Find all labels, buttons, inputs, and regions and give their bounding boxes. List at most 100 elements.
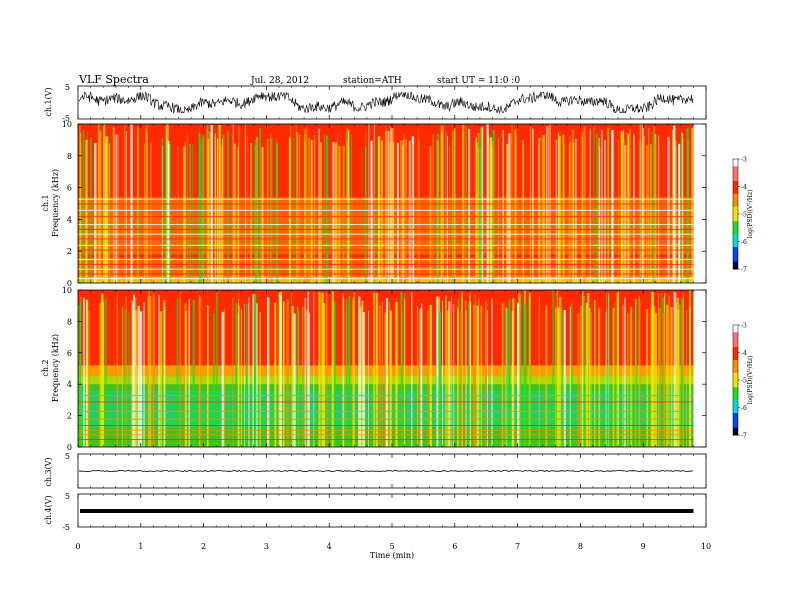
spectrogram-streak [614,302,616,447]
spectrogram-streak [563,309,566,447]
time-tick-label: 4 [327,542,332,551]
colorbar-segment [733,234,738,237]
spectrogram-streak [137,126,139,283]
spectrogram-line [78,268,694,270]
colorbar-segment [733,171,738,175]
spectrogram-streak [643,135,645,283]
spectrogram-streak [302,307,304,447]
spectrogram-streak [192,144,194,283]
spectrogram-streak [278,292,280,447]
spectrogram-streak [134,310,137,447]
ch3-waveform-ylabel: ch.3(V) [44,457,53,486]
spectrogram-streak [116,298,118,447]
colorbar-segment [733,420,738,423]
spectrogram-streak [491,298,493,447]
spectrogram-streak [385,128,388,283]
spectrogram-streak [246,303,248,447]
colorbar-segment [733,243,738,246]
spectrogram-streak [671,129,675,283]
spectrogram-line [78,209,694,211]
spectrogram-streak [628,128,632,283]
colorbar-segment [733,254,738,257]
spectrogram-streak [250,143,252,283]
spectrogram-streak [223,309,225,447]
spectrogram-streak [588,307,591,447]
colorbar-segment [733,396,738,399]
spectrogram-streak [675,302,678,447]
ch2-colorbar: -3 -4 -5 -6 -7 log(PSD)(V²/Hz) [732,323,754,440]
spectrogram-streak [508,299,511,447]
spectrogram-streak [232,297,234,447]
spectrogram-streak [651,292,653,447]
spectrogram-streak [389,302,391,447]
spectrogram-streak [630,306,633,447]
spectrogram-streak [118,134,119,283]
spectrogram-streak [662,297,665,447]
spectrogram-streak [108,143,111,283]
spectrogram-streak [158,294,160,447]
spectrogram-streak [298,311,300,447]
spectrogram-streak [224,309,226,447]
colorbar-segment [733,389,738,392]
ch1-spectrogram-image [78,124,694,284]
spectrogram-streak [164,141,167,283]
spectrogram-streak [79,132,82,283]
spectrogram-streak [358,296,361,447]
spectrogram-streak [308,312,310,447]
ch4-ytick-top: 5 [65,492,70,501]
spectrogram-streak [221,138,223,283]
spectrogram-line [78,429,694,431]
spectrogram-streak [546,304,548,447]
ch3-ytick-top: 5 [65,452,70,461]
spectrogram-streak [596,133,598,283]
spectrogram-streak [680,298,684,447]
ch3-waveform-line [78,469,694,473]
spectrogram-streak [296,131,298,283]
spectrogram-streak [451,295,453,447]
frequency-tick-label: 2 [67,247,72,256]
spectrogram-line [78,216,694,218]
colorbar-segment [733,173,738,176]
time-tick-label: 5 [389,542,394,551]
spectrogram-streak [557,133,560,283]
spectrogram-streak [148,290,150,447]
spectrogram-line [78,434,694,436]
spectrogram-streak [682,293,684,447]
frequency-tick-label: 6 [67,184,72,193]
spectrogram-streak [663,312,666,447]
spectrogram-streak [523,144,525,283]
spectrogram-line [78,401,694,403]
spectrogram-streak [164,306,166,447]
colorbar-tick-label: -5 [741,378,747,385]
spectrogram-streak [650,307,652,447]
spectrogram-streak [679,304,681,447]
spectrogram-streak [88,310,91,447]
spectrogram-streak [681,131,683,283]
spectrogram-streak [588,305,589,447]
spectrogram-streak [296,306,299,447]
frequency-tick-label: 4 [67,215,72,224]
spectrogram-streak [291,305,294,447]
spectrogram-streak [176,298,179,447]
colorbar-segment [733,427,738,430]
spectrogram-streak [569,141,572,283]
spectrogram-streak [346,141,349,283]
spectrogram-streak [618,140,619,283]
time-axis: 0 1 2 3 4 5 6 7 8 9 10 [75,86,711,551]
colorbar-segment [733,354,738,357]
spectrogram-streak [346,127,348,283]
spectrogram-streak [86,132,88,283]
spectrogram-streak [611,129,614,283]
spectrogram-line [78,224,694,226]
spectrogram-streak [612,307,615,447]
spectrogram-streak [622,304,624,447]
colorbar-segment [733,164,738,167]
spectrogram-streak [189,143,192,283]
colorbar-segment [733,175,738,178]
frequency-tick-label: 8 [67,152,72,161]
colorbar-segment [733,267,738,270]
spectrogram-streak [112,126,114,283]
colorbar-segment [733,197,738,200]
ch1-frequency-ticks: 0 2 4 6 8 10 [62,120,706,288]
